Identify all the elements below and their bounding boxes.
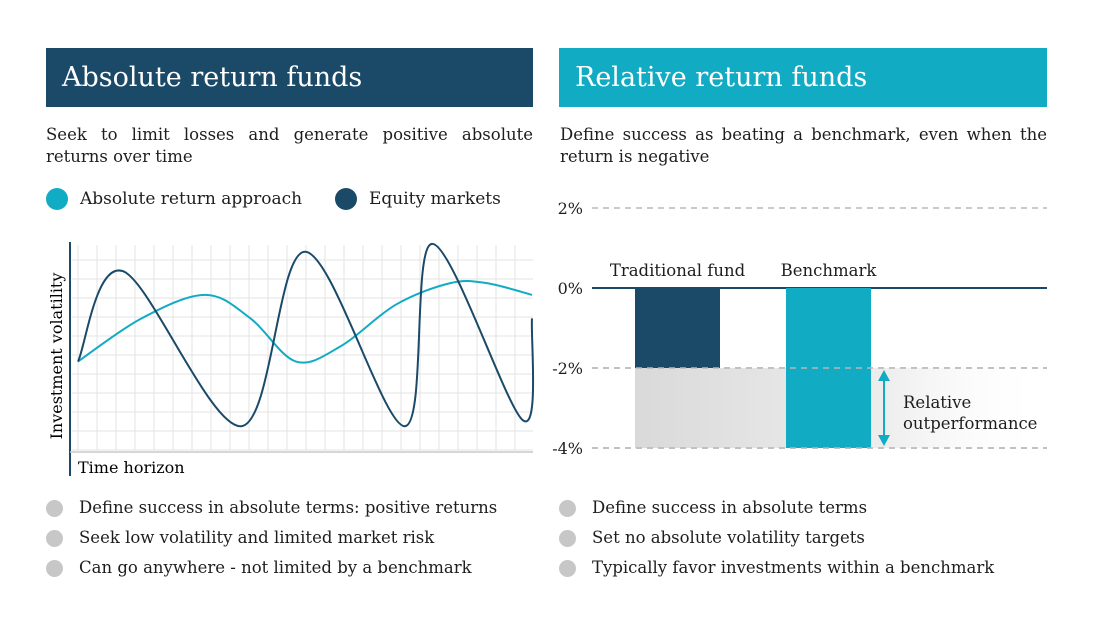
bar-traditional-fund <box>635 288 720 368</box>
bullet-text: Set no absolute volatility targets <box>592 528 865 547</box>
absolute-return-description: Seek to limit losses and generate positi… <box>46 125 533 166</box>
legend-label-absolute-return: Absolute return approach <box>80 189 303 209</box>
list-item: Seek low volatility and limited market r… <box>46 526 497 556</box>
absolute-return-line <box>77 280 533 364</box>
list-item: Define success in absolute terms <box>559 496 994 526</box>
bullet-text: Typically favor investments within a ben… <box>592 558 995 577</box>
y-tick-label: -2% <box>552 359 583 378</box>
bullet-dot-icon <box>559 530 576 547</box>
relative-return-title: Relative return funds <box>559 48 1047 107</box>
bullet-dot-icon <box>46 530 63 547</box>
absolute-return-bullets: Define success in absolute terms: positi… <box>46 496 497 586</box>
bullet-dot-icon <box>559 500 576 517</box>
bar-chart: 2% 0% -2% -4% Traditional fund Benchmark Relat… <box>552 199 1047 458</box>
list-item: Can go anywhere - not limited by a bench… <box>46 556 497 586</box>
category-label: Traditional fund <box>610 261 746 280</box>
bullet-dot-icon <box>46 560 63 577</box>
legend-absolute-return: Absolute return approach <box>46 188 302 210</box>
bullet-text: Can go anywhere - not limited by a bench… <box>79 558 472 577</box>
list-item: Typically favor investments within a ben… <box>559 556 994 586</box>
y-tick-label: 0% <box>558 279 583 298</box>
outperformance-annotation: Relative outperformance <box>903 393 1037 433</box>
bullet-text: Define success in absolute terms: positi… <box>79 498 498 517</box>
arrow-up-icon <box>878 370 890 381</box>
legend-equity-markets: Equity markets <box>335 188 501 210</box>
bullet-text: Define success in absolute terms <box>592 498 868 517</box>
arrow-down-icon <box>878 435 890 446</box>
list-item: Define success in absolute terms: positi… <box>46 496 497 526</box>
relative-return-bullets: Define success in absolute terms Set no … <box>559 496 994 586</box>
y-axis-label: Investment volatility <box>47 273 66 440</box>
bullet-text: Seek low volatility and limited market r… <box>79 528 435 547</box>
legend-dot-teal-icon <box>46 188 68 210</box>
absolute-return-title: Absolute return funds <box>46 48 533 107</box>
y-tick-label: -4% <box>552 439 583 458</box>
line-chart-grid <box>72 245 533 451</box>
equity-markets-line <box>77 242 535 428</box>
legend-label-equity-markets: Equity markets <box>369 189 501 209</box>
bullet-dot-icon <box>559 560 576 577</box>
y-tick-label: 2% <box>558 199 583 218</box>
relative-return-description: Define success as beating a benchmark, e… <box>560 125 1047 166</box>
x-axis-label: Time horizon <box>78 458 185 477</box>
category-label: Benchmark <box>781 261 878 280</box>
legend-dot-navy-icon <box>335 188 357 210</box>
bullet-dot-icon <box>46 500 63 517</box>
list-item: Set no absolute volatility targets <box>559 526 994 556</box>
